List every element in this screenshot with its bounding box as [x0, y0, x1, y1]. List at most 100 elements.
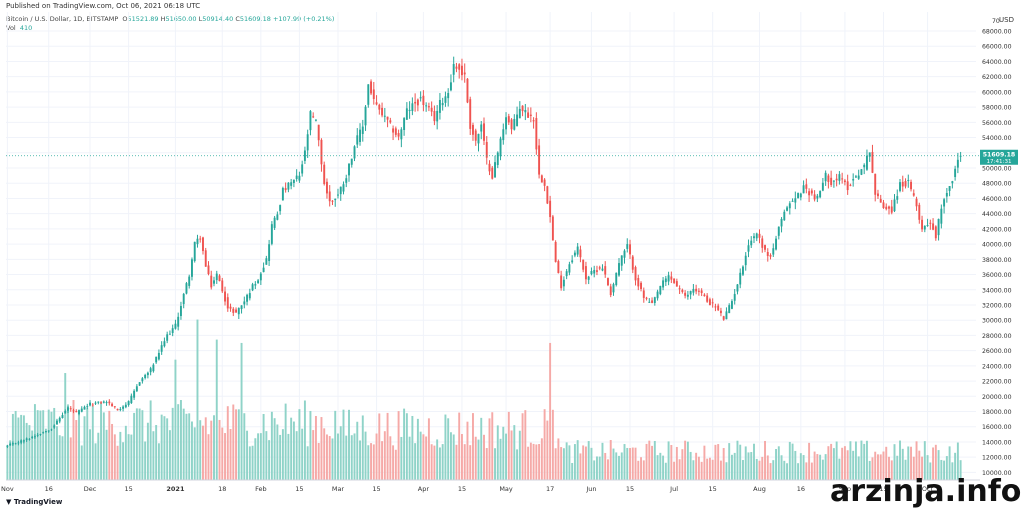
candle-body — [584, 266, 587, 280]
volume-bar — [72, 400, 75, 480]
volume-bar — [697, 456, 700, 480]
volume-bars — [6, 319, 962, 480]
volume-bar — [824, 454, 827, 480]
candle-body — [951, 181, 954, 184]
volume-bar — [207, 434, 210, 480]
volume-bar — [882, 451, 885, 480]
volume-bar — [452, 434, 455, 480]
volume-bar — [739, 444, 742, 480]
candle-body — [262, 267, 265, 273]
volume-bar — [56, 426, 58, 480]
volume-bar — [874, 451, 877, 480]
candle-body — [689, 291, 692, 295]
volume-bar — [163, 416, 166, 480]
volume-bar — [25, 422, 28, 480]
candle-body — [678, 288, 681, 290]
candle-body — [899, 182, 901, 191]
candle-body — [921, 219, 924, 230]
volume-bar — [491, 412, 494, 480]
candle-body — [100, 402, 103, 404]
volume-bar — [618, 455, 620, 480]
volume-bar — [276, 424, 279, 480]
candle-body — [874, 173, 877, 195]
candle-body — [306, 134, 309, 151]
volume-bar — [152, 431, 155, 480]
candle-body — [838, 174, 841, 181]
volume-bar — [22, 415, 25, 480]
price-tick-label: 34000.00 — [982, 287, 1012, 294]
candle-body — [80, 408, 83, 412]
volume-bar — [372, 444, 375, 480]
volume-bar — [821, 459, 824, 480]
candle-body — [910, 181, 912, 190]
candle-body — [518, 108, 521, 119]
volume-bar — [742, 460, 744, 480]
candle-body — [111, 403, 114, 407]
candle-body — [17, 442, 20, 444]
volume-bar — [83, 416, 86, 480]
candle-body — [102, 401, 105, 403]
volume-bar — [477, 439, 480, 480]
candle-body — [298, 175, 301, 181]
volume-bar — [940, 459, 943, 480]
volume-bar — [620, 452, 623, 480]
time-tick-label: 15 — [372, 485, 380, 493]
volume-bar — [549, 342, 552, 480]
volume-bar — [403, 408, 406, 480]
candle-body — [36, 434, 39, 436]
volume-bar — [573, 444, 576, 480]
volume-bar — [805, 462, 808, 480]
candle-body — [210, 275, 213, 288]
volume-bar — [684, 440, 687, 480]
candle-body — [750, 240, 753, 246]
volume-bar — [736, 440, 739, 480]
candle-body — [75, 411, 78, 413]
volume-bar — [166, 418, 169, 480]
candle-body — [477, 133, 480, 144]
volume-bar — [86, 408, 89, 480]
candle-body — [419, 97, 422, 99]
candle-body — [97, 401, 100, 403]
candle-body — [339, 186, 342, 195]
volume-bar — [28, 425, 31, 480]
candle-body — [700, 290, 703, 294]
candle-body — [912, 193, 915, 196]
volume-bar — [102, 412, 105, 480]
volume-bar — [14, 410, 17, 480]
candle-body — [802, 185, 805, 194]
last-price-countdown: 17:41:31 — [986, 159, 1012, 165]
candle-body — [554, 241, 557, 262]
candle-body — [381, 107, 384, 116]
volume-bar — [124, 425, 127, 480]
volume-bar — [386, 412, 389, 480]
volume-bar — [298, 409, 301, 480]
candle-body — [543, 179, 546, 186]
volume-bar — [651, 445, 654, 480]
candle-body — [144, 374, 147, 378]
volume-bar — [425, 436, 428, 480]
volume-bar — [816, 454, 819, 480]
candle-body — [11, 443, 14, 445]
volume-bar — [513, 425, 516, 480]
candle-body — [904, 181, 907, 187]
watermark: arzinja.info — [830, 474, 1022, 509]
candle-body — [20, 440, 23, 443]
candle-body — [449, 82, 452, 91]
candle-body — [791, 200, 794, 202]
volume-bar — [323, 428, 326, 480]
volume-bar — [518, 430, 521, 480]
candle-body — [546, 186, 549, 204]
candle-body — [235, 309, 238, 313]
candle-body — [155, 356, 158, 363]
candle-body — [270, 224, 273, 244]
volume-bar — [733, 452, 736, 480]
volume-bar — [510, 430, 513, 480]
candle-body — [53, 425, 56, 428]
volume-bar — [348, 409, 350, 480]
candle-body — [243, 301, 246, 305]
candle-body — [907, 179, 910, 181]
volume-bar — [584, 446, 587, 480]
volume-bar — [75, 420, 78, 480]
volume-bar — [948, 446, 951, 480]
